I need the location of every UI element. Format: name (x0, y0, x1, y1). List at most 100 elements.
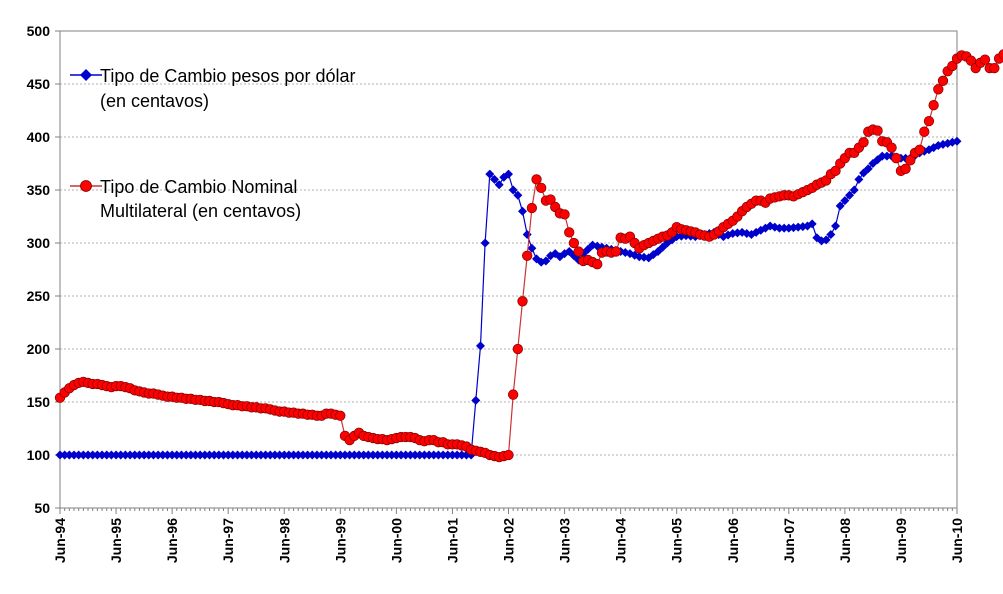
y-tick-label: 500 (27, 23, 51, 39)
y-tick-label: 50 (34, 500, 50, 516)
data-point (97, 450, 107, 460)
data-point (821, 235, 831, 245)
data-point (937, 75, 949, 86)
legend-item-nominal-multilateral: Tipo de Cambio Nominal Multilateral (en … (70, 177, 301, 221)
data-point (877, 151, 887, 161)
data-point (508, 389, 519, 400)
data-point (998, 49, 1003, 60)
x-tick-label: Jun-00 (388, 518, 404, 563)
data-point (317, 450, 327, 460)
data-point (886, 142, 897, 153)
data-point (526, 202, 538, 214)
data-point (167, 450, 177, 460)
data-point (181, 450, 191, 460)
data-point (475, 341, 485, 351)
data-point (265, 450, 275, 460)
x-tick-label: Jun-96 (164, 518, 180, 563)
data-point (279, 450, 289, 460)
data-point (345, 450, 355, 460)
data-point (914, 144, 925, 155)
data-point (293, 450, 303, 460)
data-point (774, 223, 784, 233)
legend: Tipo de Cambio pesos por dólar (en centa… (70, 66, 355, 221)
data-point (872, 125, 883, 136)
data-point (610, 246, 622, 257)
data-point (382, 450, 392, 460)
data-point (60, 450, 70, 460)
legend-item-pesos-por-dolar: Tipo de Cambio pesos por dólar (en centa… (70, 66, 355, 111)
data-point (354, 450, 364, 460)
data-point (78, 450, 88, 460)
data-point (92, 450, 102, 460)
data-point (592, 259, 603, 270)
data-point (275, 450, 285, 460)
data-point (134, 450, 144, 460)
data-point (335, 450, 345, 460)
data-point (200, 450, 210, 460)
data-point (559, 209, 570, 220)
data-point (387, 450, 397, 460)
y-tick-label: 100 (27, 447, 51, 463)
data-point (573, 246, 584, 257)
data-point (471, 395, 481, 405)
data-point (541, 256, 551, 266)
x-tick-label: Jun-04 (613, 518, 629, 563)
x-tick-label: Jun-06 (725, 518, 741, 563)
data-point (452, 450, 462, 460)
data-point (947, 60, 958, 72)
x-axis: Jun-94 Jun-95 Jun-96 Jun-97 Jun-98 Jun-99 Jun-… (52, 508, 965, 563)
data-point (401, 450, 411, 460)
data-point (270, 450, 280, 460)
y-tick-label: 200 (27, 341, 51, 357)
data-point (242, 450, 252, 460)
data-point (396, 450, 406, 460)
data-point (312, 450, 322, 460)
data-point (359, 450, 369, 460)
data-point (429, 450, 439, 460)
data-point (415, 450, 425, 460)
data-point (447, 450, 457, 460)
data-point (564, 227, 575, 238)
y-tick-label: 400 (27, 129, 51, 145)
data-point (536, 182, 547, 194)
y-tick-label: 250 (27, 288, 51, 304)
data-point (261, 450, 271, 460)
data-point (457, 450, 467, 460)
data-point (377, 450, 387, 460)
x-tick-label: Jun-05 (669, 518, 685, 563)
y-tick-label: 350 (27, 182, 51, 198)
data-point (186, 450, 196, 460)
y-tick-label: 150 (27, 394, 51, 410)
data-point (858, 137, 869, 148)
data-point (205, 450, 214, 460)
data-point (55, 450, 65, 460)
data-point (69, 450, 79, 460)
data-point (517, 296, 528, 307)
data-point (480, 238, 490, 248)
data-point (237, 450, 247, 460)
data-point (373, 450, 383, 460)
data-point (223, 450, 233, 460)
data-point (139, 450, 149, 460)
legend-marker-circle (80, 180, 92, 192)
legend-label-pesos-por-dolar-line1: Tipo de Cambio pesos por dólar (100, 66, 355, 86)
data-point (508, 185, 518, 195)
x-tick-label: Jun-95 (108, 518, 124, 563)
data-point (335, 410, 346, 421)
data-point (190, 450, 200, 460)
data-point (779, 223, 789, 233)
data-point (620, 248, 630, 258)
data-point (125, 450, 135, 460)
legend-marker-diamond (80, 69, 92, 81)
data-point (256, 450, 266, 460)
data-point (102, 450, 112, 460)
legend-label-pesos-por-dolar-line2: (en centavos) (100, 91, 209, 111)
data-point (289, 450, 299, 460)
data-point (424, 450, 434, 460)
data-point (512, 343, 523, 355)
x-tick-label: Jun-09 (893, 518, 909, 563)
x-tick-label: Jun-98 (276, 518, 292, 563)
x-tick-label: Jun-07 (781, 518, 797, 563)
